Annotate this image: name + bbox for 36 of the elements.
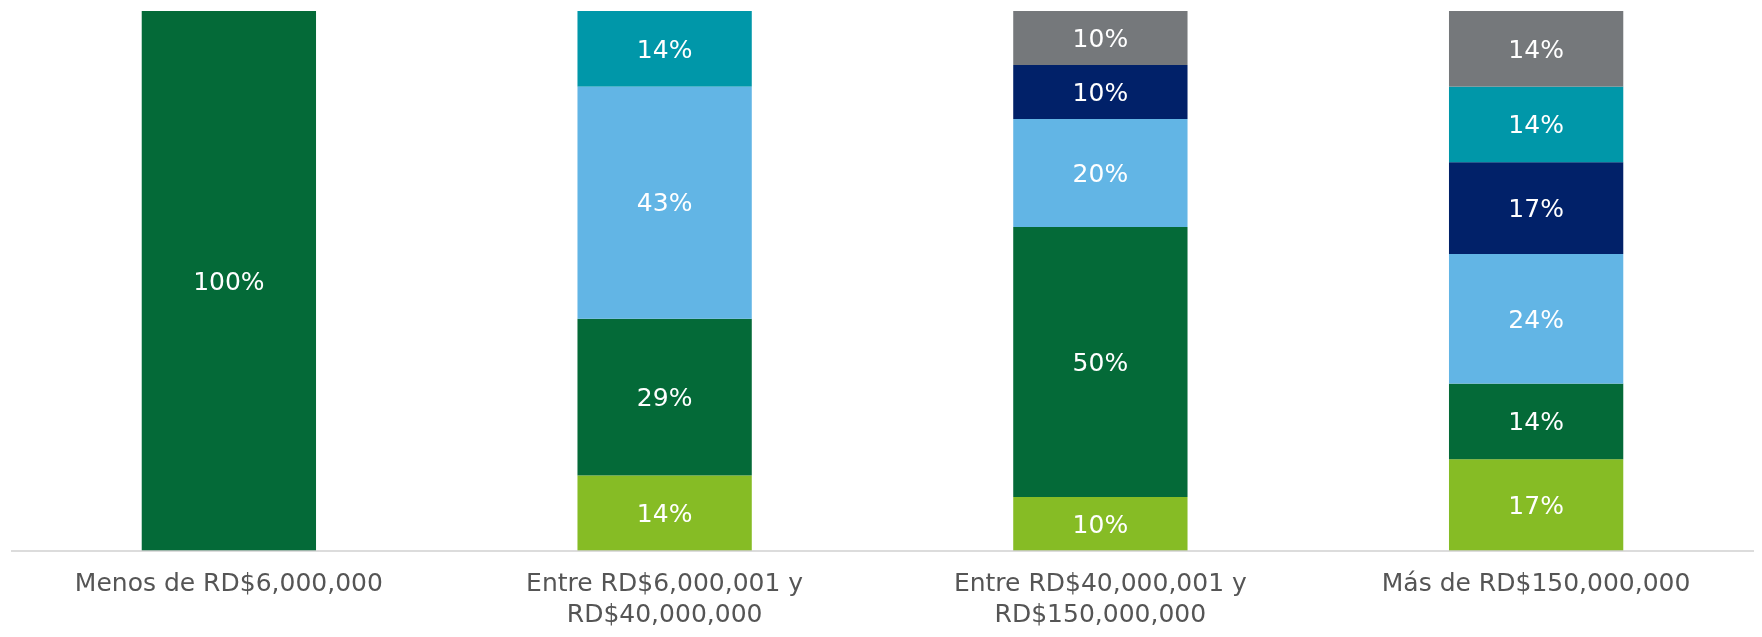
bar	[1013, 11, 1188, 65]
data-label: 10%	[1072, 23, 1129, 53]
x-tick-label: Menos de RD$6,000,000	[74, 568, 383, 597]
data-label: 17%	[1508, 193, 1564, 223]
bar	[577, 318, 752, 476]
bar	[1013, 65, 1188, 119]
data-label: 10%	[1072, 509, 1129, 539]
data-label: 100%	[193, 266, 265, 296]
bar	[1013, 497, 1188, 551]
bar	[577, 86, 752, 319]
bar	[1448, 459, 1624, 551]
bar	[1448, 383, 1624, 460]
data-label: 29%	[636, 382, 693, 412]
x-tick-label: Entre RD$40,000,001 y RD$150,000,000	[953, 568, 1248, 628]
bar	[1448, 162, 1624, 254]
bar	[1013, 227, 1188, 497]
data-label: 10%	[1072, 77, 1129, 107]
data-label: 14%	[636, 34, 693, 64]
bar	[1013, 119, 1188, 227]
data-label: 14%	[636, 498, 693, 528]
bar	[577, 475, 752, 551]
data-label: 14%	[1508, 407, 1564, 437]
data-label: 50%	[1072, 347, 1129, 377]
bar	[1448, 86, 1624, 163]
x-tick-label: Más de RD$150,000,000	[1381, 568, 1691, 597]
data-label: 14%	[1508, 110, 1564, 140]
bar	[1448, 11, 1624, 87]
bar	[1448, 254, 1624, 384]
data-label: 14%	[1508, 34, 1564, 64]
bar	[577, 11, 752, 87]
data-label: 24%	[1508, 304, 1564, 334]
data-label: 17%	[1508, 490, 1564, 520]
data-label: 43%	[636, 188, 693, 218]
bar	[141, 11, 317, 551]
data-label: 20%	[1072, 158, 1129, 188]
x-tick-label: Entre RD$6,000,001 y RD$40,000,000	[526, 568, 804, 628]
